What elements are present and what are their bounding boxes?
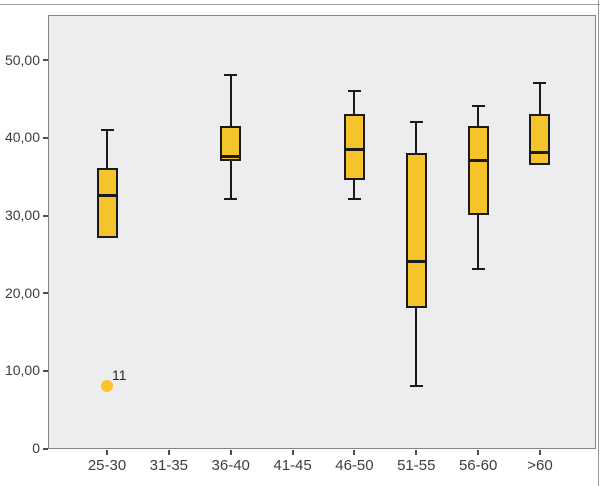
x-tick-label: >60 bbox=[527, 457, 553, 474]
box-iqr bbox=[343, 114, 365, 181]
upper-whisker-cap bbox=[224, 74, 238, 77]
lower-whisker bbox=[415, 308, 418, 386]
box-iqr bbox=[529, 114, 551, 165]
upper-whisker-cap bbox=[409, 120, 423, 123]
x-tick-label: 51-55 bbox=[397, 457, 436, 474]
x-tick-mark bbox=[415, 450, 418, 455]
outlier-case-label: 11 bbox=[112, 366, 127, 383]
upper-whisker-cap bbox=[533, 81, 547, 84]
lower-whisker-cap bbox=[409, 384, 423, 387]
y-tick-label: 0 bbox=[32, 440, 40, 456]
upper-whisker bbox=[477, 106, 480, 126]
median-line bbox=[405, 260, 427, 264]
x-tick-label: 25-30 bbox=[87, 457, 127, 474]
x-tick-label: 31-35 bbox=[149, 457, 189, 474]
window-right-edge bbox=[598, 0, 599, 486]
y-tick-mark bbox=[43, 214, 48, 217]
y-tick-mark bbox=[43, 447, 48, 450]
x-tick-mark bbox=[106, 450, 108, 455]
y-tick-label: 40,00 bbox=[4, 129, 40, 146]
x-tick-label: 41-45 bbox=[273, 457, 312, 474]
upper-whisker-cap bbox=[471, 105, 485, 108]
x-tick-mark bbox=[291, 450, 294, 455]
x-tick-mark bbox=[167, 450, 170, 455]
lower-whisker-cap bbox=[471, 268, 485, 271]
lower-whisker-cap bbox=[224, 198, 238, 201]
window-top-edge bbox=[0, 4, 600, 5]
upper-whisker bbox=[538, 82, 541, 115]
median-line bbox=[529, 151, 551, 155]
lower-whisker bbox=[477, 215, 480, 270]
median-line bbox=[467, 159, 489, 163]
lower-whisker bbox=[229, 160, 232, 200]
upper-whisker-cap bbox=[100, 128, 114, 131]
x-tick-mark bbox=[538, 450, 541, 455]
y-tick-label: 10,00 bbox=[4, 362, 40, 379]
x-tick-mark bbox=[229, 450, 232, 455]
x-tick-mark bbox=[477, 450, 480, 455]
x-tick-label: 36-40 bbox=[211, 457, 250, 474]
x-tick-mark bbox=[353, 450, 356, 455]
median-line bbox=[220, 155, 242, 159]
median-line bbox=[96, 194, 118, 198]
x-tick-label: 46-50 bbox=[335, 457, 374, 474]
y-tick-mark bbox=[43, 59, 48, 62]
upper-whisker bbox=[353, 90, 356, 115]
box-iqr bbox=[96, 168, 118, 239]
upper-whisker bbox=[229, 75, 232, 126]
upper-whisker bbox=[106, 129, 108, 169]
y-tick-mark bbox=[43, 136, 48, 139]
y-tick-mark bbox=[43, 369, 48, 372]
median-line bbox=[343, 147, 365, 151]
upper-whisker bbox=[415, 121, 418, 153]
x-tick-label: 56-60 bbox=[458, 457, 498, 474]
lower-whisker-cap bbox=[347, 198, 361, 201]
box-iqr bbox=[467, 125, 489, 215]
box-iqr bbox=[220, 125, 242, 161]
y-tick-label: 20,00 bbox=[4, 284, 40, 301]
upper-whisker-cap bbox=[347, 89, 361, 92]
lower-whisker bbox=[353, 180, 356, 200]
y-tick-label: 50,00 bbox=[4, 51, 40, 68]
y-tick-label: 30,00 bbox=[4, 207, 40, 224]
plot-area: 11 bbox=[48, 15, 596, 449]
box-iqr bbox=[405, 152, 427, 309]
y-tick-mark bbox=[43, 292, 48, 295]
outlier-point bbox=[101, 379, 113, 392]
